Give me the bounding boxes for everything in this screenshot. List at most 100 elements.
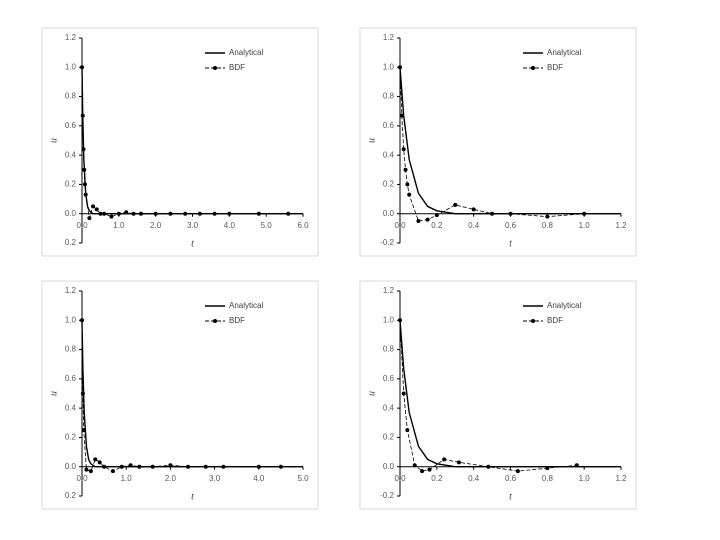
- x-tick-label: 3.0: [187, 221, 199, 230]
- y-tick-label: -0.2: [380, 238, 394, 247]
- y-tick-label: 0.6: [383, 374, 395, 383]
- data-point: [256, 464, 261, 469]
- data-point: [545, 214, 550, 219]
- data-point: [398, 65, 402, 70]
- data-point: [442, 457, 447, 462]
- data-point: [545, 466, 550, 471]
- x-tick-label: 5.0: [261, 221, 273, 230]
- x-tick-label: 1.0: [113, 221, 125, 230]
- data-point: [98, 211, 103, 216]
- x-tick-label: 0.4: [468, 221, 480, 230]
- data-point: [221, 464, 226, 469]
- y-tick-label: 1.2: [383, 33, 395, 42]
- x-tick-label: 4.0: [253, 474, 265, 483]
- data-point: [403, 167, 408, 172]
- data-point: [168, 211, 173, 216]
- y-axis-title: u: [48, 391, 59, 396]
- data-point: [398, 318, 402, 323]
- data-point: [110, 469, 115, 474]
- x-tick-label: 0.2: [431, 221, 443, 230]
- x-tick-label: 4.0: [224, 221, 236, 230]
- data-point: [582, 211, 587, 216]
- panel-border: [41, 280, 319, 510]
- x-tick-label: 0.2: [431, 474, 443, 483]
- panel-border: [41, 27, 319, 257]
- y-axis-title: u: [48, 138, 59, 143]
- data-point: [82, 182, 87, 187]
- y-tick-label: 0.4: [383, 150, 395, 159]
- x-tick-label: 5.0: [297, 474, 309, 483]
- y-tick-label: 0.8: [65, 345, 77, 354]
- y-tick-label: 1.0: [65, 315, 77, 324]
- legend-label: Analytical: [547, 301, 581, 310]
- y-tick-label: 0.2: [65, 238, 77, 247]
- data-point: [420, 469, 425, 474]
- data-point: [109, 214, 114, 219]
- x-tick-label: 0.0: [76, 221, 88, 230]
- y-tick-label: 0.6: [65, 374, 77, 383]
- y-tick-label: 1.0: [65, 62, 77, 71]
- data-point: [508, 211, 513, 216]
- series-line: [399, 320, 621, 468]
- x-tick-label: 1.2: [615, 474, 627, 483]
- data-point: [131, 211, 136, 216]
- data-point: [203, 464, 208, 469]
- x-axis-title: t: [509, 238, 512, 249]
- data-point: [401, 147, 406, 152]
- data-point: [102, 464, 107, 469]
- y-tick-label: 1.0: [383, 62, 395, 71]
- data-point: [97, 460, 102, 465]
- data-point: [227, 211, 232, 216]
- y-tick-label: 0.0: [65, 462, 77, 471]
- y-tick-label: 1.0: [383, 315, 395, 324]
- y-tick-label: 0.2: [65, 433, 77, 442]
- data-point: [119, 464, 124, 469]
- y-tick-label: 0.6: [65, 121, 77, 130]
- legend-label: BDF: [229, 63, 245, 72]
- data-point: [153, 211, 158, 216]
- x-tick-label: 0.4: [468, 474, 480, 483]
- panel: 0.2 0.0 0.2 0.4 0.6 0.8 1.0 1.2 0.0 1.0 2.0 3.0 4.0 5…: [41, 27, 319, 257]
- y-tick-label: 1.2: [65, 286, 77, 295]
- x-tick-label: 1.0: [579, 474, 591, 483]
- data-point: [150, 464, 155, 469]
- data-point: [425, 217, 430, 222]
- data-point: [93, 457, 98, 462]
- legend-label: BDF: [229, 316, 245, 325]
- legend-marker: [213, 319, 217, 323]
- data-point: [286, 211, 291, 216]
- data-point: [197, 211, 202, 216]
- data-point: [128, 463, 133, 468]
- legend-label: BDF: [547, 316, 563, 325]
- data-point: [81, 147, 86, 152]
- data-point: [399, 113, 404, 118]
- x-tick-label: 1.0: [579, 221, 591, 230]
- y-tick-label: 1.2: [65, 33, 77, 42]
- x-axis-title: t: [191, 491, 194, 502]
- y-tick-label: 0.6: [383, 121, 395, 130]
- legend-marker: [213, 66, 217, 70]
- y-tick-label: 0.8: [383, 345, 395, 354]
- x-tick-label: 0.8: [542, 221, 554, 230]
- data-point: [434, 213, 439, 218]
- data-point: [427, 467, 432, 472]
- y-tick-label: 0.0: [383, 209, 395, 218]
- data-point: [94, 207, 99, 212]
- data-point: [407, 192, 412, 197]
- series-line: [399, 320, 577, 472]
- data-point: [183, 211, 188, 216]
- data-point: [453, 202, 458, 207]
- legend-marker: [531, 66, 535, 70]
- x-tick-label: 1.0: [121, 474, 133, 483]
- y-tick-label: 0.2: [65, 491, 77, 500]
- y-tick-label: 1.2: [383, 286, 395, 295]
- y-tick-label: 0.2: [65, 180, 77, 189]
- data-point: [456, 460, 461, 465]
- panel: -0.20.00.20.40.60.81.01.20.0 0.2 0.4 0.6 0.8…: [359, 280, 637, 510]
- y-tick-label: 0.8: [383, 92, 395, 101]
- data-point: [278, 464, 283, 469]
- x-tick-label: 0.8: [542, 474, 554, 483]
- data-point: [102, 211, 107, 216]
- data-point: [186, 464, 191, 469]
